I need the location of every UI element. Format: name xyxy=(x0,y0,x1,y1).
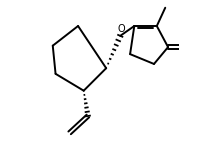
Text: O: O xyxy=(117,24,125,34)
